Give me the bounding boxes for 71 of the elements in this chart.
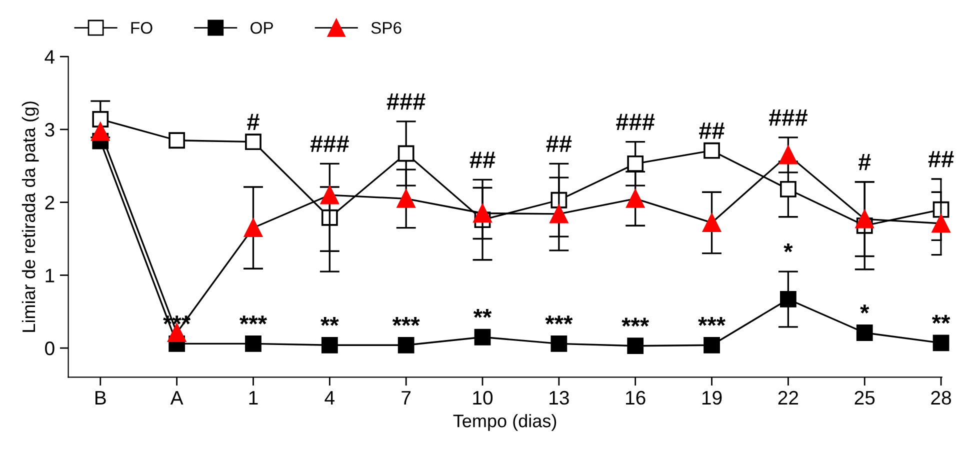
point [550,335,568,352]
point [702,213,722,232]
annotation: ## [699,122,725,139]
annotation: ### [386,94,426,110]
x-tick-label: 13 [550,390,569,405]
legend-label: SP6 [371,22,402,34]
point [398,145,414,162]
point [780,291,796,308]
legend-label: FO [131,22,152,34]
annotation: *** [545,316,573,324]
annotation: # [247,114,260,130]
annotation: * [860,304,870,314]
annotation: * [784,243,793,252]
point [932,214,950,233]
annotation: *** [622,318,650,327]
annotation: ## [470,152,496,168]
point [321,336,338,354]
x-tick-label: 7 [402,391,411,404]
point [168,324,186,342]
annotation: ** [473,309,492,318]
point [855,210,874,228]
point [550,204,568,224]
y-tick-label: 3 [45,122,54,137]
point [245,335,262,352]
annotation: *** [240,316,267,324]
annotation: ## [928,151,954,168]
point [92,111,109,128]
point [473,204,492,222]
point [626,189,645,208]
legend-label: OP [250,22,273,34]
y-tick-label: 4 [44,50,55,64]
y-axis-title: Limiar de retirada da pata (g) [22,102,39,332]
point [474,328,491,346]
point [168,132,186,149]
annotation: ** [320,317,339,326]
point [245,134,262,150]
point [627,156,644,172]
x-tick-label: 4 [324,391,334,404]
point [320,186,339,204]
annotation: *** [392,317,420,326]
annotation: ### [616,114,655,130]
x-tick-label: 19 [702,390,722,405]
point [398,336,414,354]
annotation: *** [698,317,726,326]
x-axis-title: Tempo (dias) [453,414,556,431]
point [627,338,644,354]
x-tick-label: 22 [778,390,798,404]
x-tick-label: 16 [626,390,646,405]
y-tick-label: 0 [45,342,54,356]
y-tick-label: 2 [45,196,54,210]
annotation: ### [768,110,808,126]
x-tick-label: 25 [854,390,875,405]
point [396,189,416,208]
annotation: ** [932,314,950,324]
annotation: ## [546,136,572,152]
y-tick-label: 1 [46,268,54,282]
x-tick-label: B [96,391,106,404]
point [780,181,796,198]
point [778,146,798,164]
x-tick-label: 28 [931,390,952,405]
annotation: ### [310,136,349,152]
point [856,324,873,341]
x-tick-label: A [170,391,184,404]
point [244,218,262,238]
point [704,142,720,159]
point [91,122,110,141]
annotation: # [858,154,871,170]
x-tick-label: 10 [473,390,493,405]
point [932,334,950,352]
point [704,336,720,354]
x-tick-label: 1 [249,391,258,404]
